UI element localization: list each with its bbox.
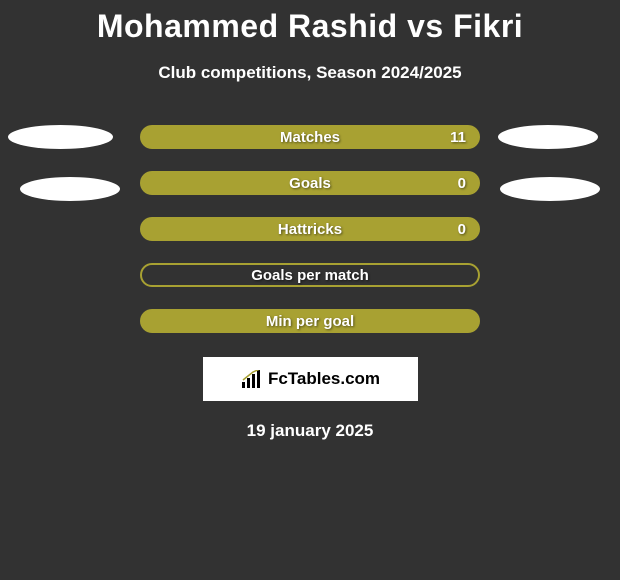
stat-label: Goals: [289, 175, 331, 192]
stat-bar-min-per-goal: Min per goal: [140, 309, 480, 333]
stat-value: 0: [458, 175, 466, 192]
page-subtitle: Club competitions, Season 2024/2025: [158, 63, 461, 83]
footer-date: 19 january 2025: [247, 421, 374, 441]
stat-bar-hattricks: Hattricks 0: [140, 217, 480, 241]
stat-label: Min per goal: [266, 313, 354, 330]
stat-label: Goals per match: [251, 267, 369, 284]
stat-value: 11: [450, 129, 466, 146]
decorative-ellipse: [20, 177, 120, 201]
decorative-ellipse: [498, 125, 598, 149]
decorative-ellipse: [8, 125, 113, 149]
stat-value: 0: [458, 221, 466, 238]
main-container: Mohammed Rashid vs Fikri Club competitio…: [0, 0, 620, 441]
decorative-ellipse: [500, 177, 600, 201]
page-title: Mohammed Rashid vs Fikri: [97, 8, 523, 45]
branding-logo-box: FcTables.com: [203, 357, 418, 401]
stat-bar-goals-per-match: Goals per match: [140, 263, 480, 287]
stat-label: Hattricks: [278, 221, 342, 238]
logo-text: FcTables.com: [268, 369, 380, 389]
logo-inner: FcTables.com: [240, 369, 380, 389]
stat-label: Matches: [280, 129, 340, 146]
stat-bar-goals: Goals 0: [140, 171, 480, 195]
stats-area: Matches 11 Goals 0 Hattricks 0 Goals per…: [0, 125, 620, 355]
fctables-chart-icon: [240, 370, 264, 388]
stat-bar-matches: Matches 11: [140, 125, 480, 149]
